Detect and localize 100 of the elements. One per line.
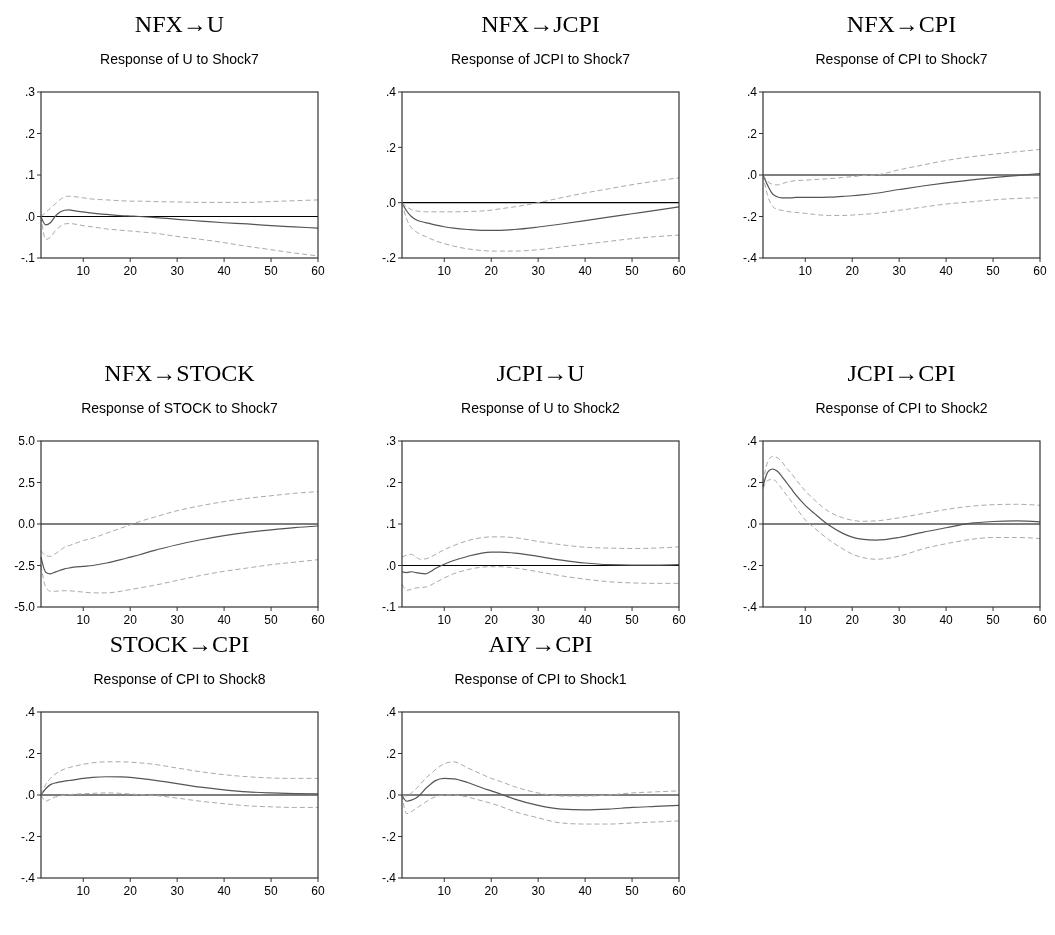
y-tick-label: -5.0 xyxy=(14,600,36,615)
x-tick-label: 50 xyxy=(264,884,279,898)
chart-subtitle: Response of CPI to Shock7 xyxy=(815,51,988,67)
x-tick-label: 20 xyxy=(845,613,860,627)
x-tick-label: 30 xyxy=(170,884,185,898)
x-tick-label: 60 xyxy=(311,264,325,278)
y-tick-label: .2 xyxy=(385,140,397,155)
y-tick-label: -.2 xyxy=(381,251,397,266)
y-tick-label: .4 xyxy=(24,705,36,720)
y-tick-label: -.2 xyxy=(381,829,397,844)
x-tick-label: 40 xyxy=(578,264,593,278)
y-tick-label: 5.0 xyxy=(18,434,36,449)
y-tick-label: .2 xyxy=(385,475,397,490)
y-tick-label: .1 xyxy=(385,517,397,532)
x-tick-label: 30 xyxy=(170,613,185,627)
x-tick-label: 40 xyxy=(939,264,954,278)
y-tick-label: .4 xyxy=(746,85,758,100)
y-tick-label: .0 xyxy=(746,168,758,183)
x-tick-label: 20 xyxy=(123,884,138,898)
x-tick-label: 50 xyxy=(986,613,1001,627)
y-tick-label: .0 xyxy=(385,788,397,803)
y-tick-label: -.4 xyxy=(381,871,397,886)
chart-subtitle: Response of CPI to Shock1 xyxy=(454,671,627,687)
chart-subtitle: Response of U to Shock2 xyxy=(461,400,621,416)
y-tick-label: .3 xyxy=(385,434,397,449)
y-tick-label: .2 xyxy=(746,126,758,141)
x-tick-label: 10 xyxy=(437,884,452,898)
x-tick-label: 30 xyxy=(170,264,185,278)
x-tick-label: 10 xyxy=(798,264,813,278)
y-tick-label: -.2 xyxy=(742,209,758,224)
y-tick-label: .0 xyxy=(24,788,36,803)
y-tick-label: .2 xyxy=(24,126,36,141)
y-tick-label: .2 xyxy=(746,475,758,490)
x-tick-label: 40 xyxy=(217,884,232,898)
chart-title: STOCK→CPI xyxy=(109,631,250,657)
x-tick-label: 50 xyxy=(986,264,1001,278)
chart-title: NFX→U xyxy=(134,11,225,37)
x-tick-label: 30 xyxy=(892,264,907,278)
chart-subtitle: Response of U to Shock7 xyxy=(100,51,260,67)
y-tick-label: 0.0 xyxy=(18,517,36,532)
x-tick-label: 30 xyxy=(531,264,546,278)
x-tick-label: 40 xyxy=(217,613,232,627)
x-tick-label: 10 xyxy=(437,264,452,278)
chart-subtitle: Response of CPI to Shock2 xyxy=(815,400,988,416)
y-tick-label: .1 xyxy=(24,168,36,183)
x-tick-label: 10 xyxy=(76,264,91,278)
y-tick-label: -.2 xyxy=(20,829,36,844)
x-tick-label: 20 xyxy=(484,884,499,898)
y-tick-label: .0 xyxy=(385,195,397,210)
x-tick-label: 10 xyxy=(76,613,91,627)
chart-title: JCPI→CPI xyxy=(847,360,956,386)
x-tick-label: 50 xyxy=(264,264,279,278)
x-tick-label: 40 xyxy=(578,884,593,898)
x-tick-label: 10 xyxy=(76,884,91,898)
x-tick-label: 60 xyxy=(1033,264,1047,278)
y-tick-label: .2 xyxy=(24,746,36,761)
y-tick-label: .4 xyxy=(746,434,758,449)
y-tick-label: -.1 xyxy=(20,251,36,266)
chart-subtitle: Response of JCPI to Shock7 xyxy=(451,51,631,67)
x-tick-label: 40 xyxy=(939,613,954,627)
x-tick-label: 30 xyxy=(531,884,546,898)
chart-title: NFX→CPI xyxy=(846,11,957,37)
x-tick-label: 30 xyxy=(531,613,546,627)
x-tick-label: 60 xyxy=(672,884,686,898)
x-tick-label: 20 xyxy=(123,264,138,278)
chart-subtitle: Response of CPI to Shock8 xyxy=(93,671,266,687)
chart-title: AIY→CPI xyxy=(488,631,593,657)
y-tick-label: .2 xyxy=(385,746,397,761)
y-tick-label: -.4 xyxy=(742,600,758,615)
x-tick-label: 20 xyxy=(484,264,499,278)
x-tick-label: 20 xyxy=(845,264,860,278)
x-tick-label: 60 xyxy=(311,884,325,898)
y-tick-label: .0 xyxy=(746,517,758,532)
x-tick-label: 50 xyxy=(625,884,640,898)
x-tick-label: 40 xyxy=(217,264,232,278)
x-tick-label: 50 xyxy=(264,613,279,627)
y-tick-label: -.1 xyxy=(381,600,397,615)
y-tick-label: .4 xyxy=(385,85,397,100)
y-tick-label: .0 xyxy=(385,558,397,573)
y-tick-label: .3 xyxy=(24,85,36,100)
x-tick-label: 10 xyxy=(437,613,452,627)
y-tick-label: -.2 xyxy=(742,558,758,573)
x-tick-label: 50 xyxy=(625,613,640,627)
y-tick-label: -2.5 xyxy=(14,558,36,573)
x-tick-label: 60 xyxy=(672,613,686,627)
y-tick-label: -.4 xyxy=(20,871,36,886)
x-tick-label: 10 xyxy=(798,613,813,627)
x-tick-label: 60 xyxy=(311,613,325,627)
chart-title: NFX→JCPI xyxy=(481,11,600,37)
chart-title: NFX→STOCK xyxy=(104,360,256,386)
y-tick-label: -.4 xyxy=(742,251,758,266)
chart-title: JCPI→U xyxy=(496,360,585,386)
chart-subtitle: Response of STOCK to Shock7 xyxy=(81,400,279,416)
x-tick-label: 30 xyxy=(892,613,907,627)
y-tick-label: 2.5 xyxy=(18,475,36,490)
y-tick-label: .0 xyxy=(24,209,36,224)
y-tick-label: .4 xyxy=(385,705,397,720)
x-tick-label: 20 xyxy=(123,613,138,627)
x-tick-label: 20 xyxy=(484,613,499,627)
x-tick-label: 40 xyxy=(578,613,593,627)
